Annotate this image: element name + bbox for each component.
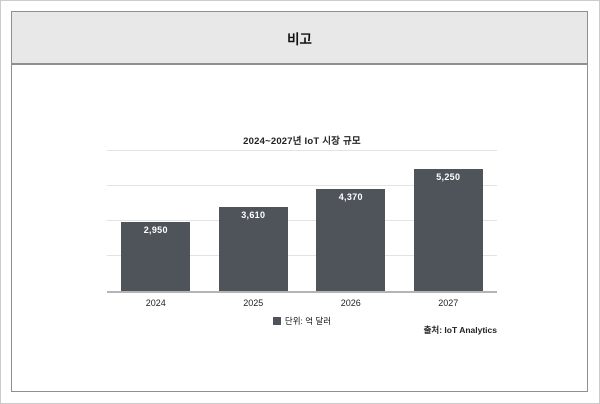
bar-group-2025: 3,610 2025 <box>218 206 288 308</box>
bar-value-label: 5,250 <box>436 171 461 182</box>
gridline <box>107 150 497 151</box>
bar-value-label: 3,610 <box>241 209 266 220</box>
panel-body: 2024~2027년 IoT 시장 규모 2,950 2024 3,610 2025 4… <box>12 65 587 389</box>
panel-header-title: 비고 <box>287 31 312 47</box>
note-panel: 비고 2024~2027년 IoT 시장 규모 2,950 2024 3,610 20… <box>11 11 588 392</box>
plot-area: 2,950 2024 3,610 2025 4,370 2026 5,250 2027 <box>107 150 497 308</box>
bar: 5,250 <box>413 168 483 291</box>
bar-value-label: 4,370 <box>338 192 363 203</box>
gridline <box>107 185 497 186</box>
bar-group-2027: 5,250 2027 <box>413 168 483 308</box>
chart-source: 출처: IoT Analytics <box>423 325 497 335</box>
panel-header: 비고 <box>12 12 587 65</box>
x-axis-tick-label: 2024 <box>145 298 166 308</box>
bar: 4,370 <box>316 189 386 291</box>
x-axis-tick-label: 2026 <box>340 298 361 308</box>
legend-swatch-icon <box>272 317 281 325</box>
bar-group-2026: 4,370 2026 <box>316 189 386 308</box>
bar-value-label: 2,950 <box>143 225 168 236</box>
gridline <box>107 220 497 221</box>
x-axis-tick-label: 2025 <box>243 298 264 308</box>
bar-group-2024: 2,950 2024 <box>121 222 191 308</box>
chart-title: 2024~2027년 IoT 시장 규모 <box>243 136 361 147</box>
gridline <box>107 255 497 256</box>
legend-label: 단위: 억 달러 <box>284 316 332 326</box>
bar: 3,610 <box>218 206 288 291</box>
x-axis-tick-label: 2027 <box>438 298 459 308</box>
chart-legend: 단위: 억 달러 <box>107 315 497 327</box>
bar: 2,950 <box>121 222 191 291</box>
